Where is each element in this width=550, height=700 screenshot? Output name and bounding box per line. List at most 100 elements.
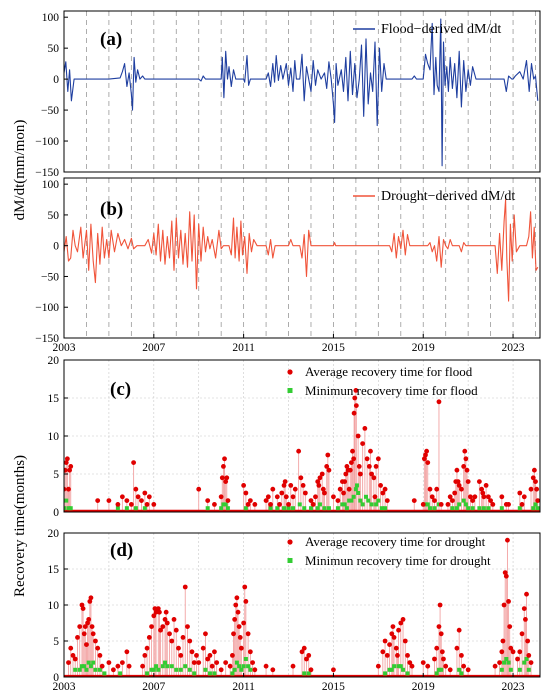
- min-recovery-marker: [232, 667, 237, 672]
- avg-recovery-marker: [218, 494, 224, 500]
- min-recovery-marker: [344, 506, 349, 511]
- avg-recovery-marker: [87, 599, 93, 604]
- avg-recovery-marker: [70, 653, 76, 658]
- min-recovery-marker: [351, 494, 356, 499]
- avg-recovery-marker: [480, 490, 486, 496]
- avg-recovery-marker: [506, 502, 511, 507]
- avg-recovery-marker: [497, 660, 502, 665]
- avg-recovery-marker: [393, 645, 399, 651]
- avg-recovery-marker: [222, 456, 227, 462]
- panel-c: 0 5 10 15 20 (c) Average recovery time for flo…: [48, 355, 541, 519]
- avg-recovery-marker: [235, 609, 241, 615]
- min-recovery-marker: [432, 506, 437, 511]
- avg-recovery-marker: [470, 498, 476, 503]
- avg-recovery-marker: [81, 631, 87, 637]
- series-line: [64, 18, 539, 167]
- avg-recovery-marker: [227, 663, 233, 669]
- panel-label: (d): [110, 540, 133, 561]
- avg-recovery-marker: [331, 494, 336, 500]
- avg-recovery-marker: [476, 479, 482, 484]
- avg-recovery-marker: [515, 656, 520, 662]
- min-recovery-marker: [401, 667, 406, 672]
- avg-recovery-marker: [531, 467, 537, 473]
- y-tick-label: 0: [53, 241, 59, 253]
- min-recovery-marker: [434, 671, 439, 676]
- avg-recovery-marker: [95, 498, 101, 503]
- avg-recovery-marker: [331, 667, 336, 673]
- avg-recovery-marker: [290, 494, 296, 500]
- avg-recovery-marker: [337, 486, 343, 492]
- avg-recovery-marker: [508, 645, 514, 651]
- y-tick-label: 50: [48, 210, 60, 222]
- avg-recovery-marker: [507, 624, 513, 629]
- avg-recovery-marker: [180, 635, 186, 640]
- min-recovery-marker: [88, 664, 93, 669]
- avg-recovery-marker: [521, 606, 527, 611]
- avg-recovery-marker: [128, 502, 134, 507]
- avg-recovery-marker: [209, 663, 215, 669]
- avg-recovery-marker: [503, 573, 509, 579]
- y-tick-label: 100: [42, 179, 60, 191]
- avg-recovery-marker: [350, 448, 355, 454]
- avg-recovery-marker: [93, 638, 98, 644]
- avg-recovery-marker: [99, 663, 105, 669]
- avg-recovery-marker: [242, 584, 248, 590]
- y-tick-label: −50: [41, 105, 59, 117]
- avg-recovery-marker: [505, 537, 510, 543]
- avg-recovery-marker: [344, 464, 350, 469]
- avg-recovery-marker: [229, 653, 235, 658]
- avg-recovery-marker: [351, 410, 357, 416]
- avg-recovery-marker: [348, 460, 354, 465]
- avg-recovery-marker: [391, 635, 397, 640]
- x-tick-label: 2003: [53, 681, 76, 693]
- min-recovery-marker: [237, 664, 242, 669]
- min-recovery-marker: [178, 667, 183, 672]
- avg-recovery-marker: [462, 448, 468, 454]
- plot-area: [64, 178, 539, 338]
- min-recovery-marker: [97, 667, 102, 672]
- avg-recovery-marker: [319, 471, 325, 477]
- min-recovery-marker: [291, 506, 296, 511]
- min-recovery-marker: [374, 502, 379, 507]
- avg-recovery-marker: [270, 667, 276, 673]
- avg-recovery-marker: [296, 448, 302, 454]
- avg-recovery-marker: [68, 464, 74, 469]
- avg-recovery-marker: [252, 667, 258, 673]
- min-recovery-marker: [481, 506, 486, 511]
- avg-recovery-marker: [115, 663, 121, 669]
- avg-recovery-marker: [176, 645, 181, 651]
- avg-recovery-marker: [171, 617, 177, 622]
- min-recovery-marker: [66, 506, 71, 511]
- avg-recovery-marker: [124, 498, 130, 503]
- avg-recovery-marker: [320, 486, 326, 492]
- avg-recovery-marker: [200, 645, 206, 651]
- min-recovery-marker: [205, 506, 210, 511]
- legend-label: Average recovery time for drought: [305, 534, 486, 549]
- avg-recovery-marker: [245, 631, 251, 637]
- avg-recovery-marker: [304, 656, 309, 662]
- avg-recovery-marker: [149, 624, 154, 629]
- avg-recovery-marker: [528, 486, 534, 492]
- min-recovery-marker: [396, 664, 401, 669]
- avg-recovery-marker: [243, 599, 249, 604]
- min-recovery-marker: [405, 671, 410, 676]
- y-tick-label: 15: [48, 393, 60, 405]
- avg-recovery-marker: [241, 620, 247, 626]
- avg-recovery-marker: [372, 494, 378, 500]
- avg-recovery-marker: [95, 645, 101, 651]
- avg-recovery-marker: [151, 613, 157, 619]
- avg-recovery-marker: [425, 460, 431, 465]
- avg-recovery-marker: [389, 631, 395, 637]
- min-recovery-marker: [439, 667, 444, 672]
- min-recovery-marker: [64, 506, 66, 511]
- avg-recovery-marker: [341, 490, 346, 496]
- avg-recovery-marker: [86, 617, 92, 622]
- avg-recovery-marker: [459, 486, 464, 492]
- avg-recovery-marker: [436, 399, 442, 405]
- y-tick-label: 20: [48, 528, 60, 540]
- min-recovery-marker: [118, 671, 123, 676]
- avg-recovery-marker: [212, 649, 217, 655]
- avg-recovery-marker: [402, 638, 408, 644]
- avg-recovery-marker: [299, 649, 305, 655]
- avg-recovery-marker: [342, 479, 348, 484]
